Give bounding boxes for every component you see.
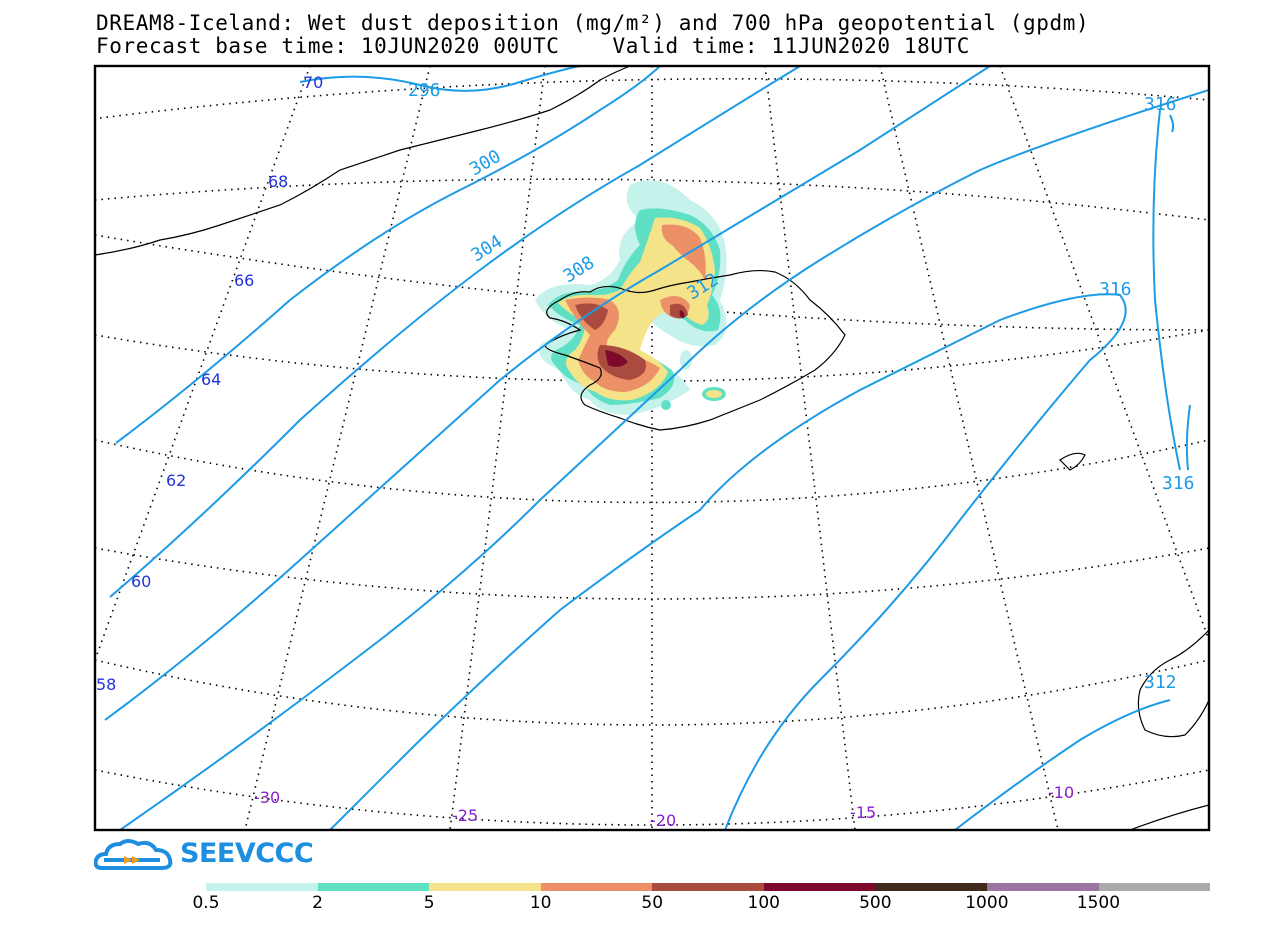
longitude-label: -15 <box>850 803 876 822</box>
latitude-label: 64 <box>201 370 221 389</box>
map-frame <box>93 64 1211 832</box>
dust-deposition-shading <box>535 180 727 415</box>
contour-312 <box>119 89 1209 830</box>
longitude-labels: -30 -25 -20 -15 -10 <box>254 783 1074 830</box>
legend-label: 1500 <box>1076 893 1121 913</box>
map-title: DREAM8-Iceland: Wet dust deposition (mg/… <box>96 11 1090 35</box>
latitude-label: 60 <box>131 572 151 591</box>
map-subtitle: Forecast base time: 10JUN2020 00UTC Vali… <box>96 34 971 58</box>
greenland-coastline <box>95 66 631 256</box>
legend-color-segment <box>317 883 430 891</box>
legend-color-segment <box>763 883 876 891</box>
latitude-label: 70 <box>303 73 323 92</box>
legend-label: 10 <box>529 893 552 913</box>
legend-color-segment <box>652 883 764 891</box>
faroe-coastline <box>1059 452 1086 471</box>
contour-label: 312 <box>1144 672 1177 693</box>
legend-label: 1000 <box>965 893 1009 913</box>
legend-label: 50 <box>641 893 664 913</box>
color-legend <box>206 883 1211 891</box>
contour-label: 316 <box>1144 94 1177 115</box>
legend-label: 2 <box>312 893 323 913</box>
contour-300 <box>115 66 661 444</box>
legend-color-segment <box>429 883 541 891</box>
legend-color-segment <box>540 883 653 891</box>
legend-color-segment <box>206 883 318 891</box>
legend-color-segment <box>875 883 987 891</box>
contour-316a <box>329 293 1127 830</box>
legend-label: 100 <box>747 893 780 913</box>
legend-label: 5 <box>423 893 435 913</box>
latitude-label: 66 <box>234 271 254 290</box>
contour-label: 304 <box>468 231 507 266</box>
contour-label: 308 <box>560 252 599 287</box>
coastline <box>95 66 1209 830</box>
iceland-coastline <box>544 269 846 431</box>
longitude-label: -10 <box>1048 783 1074 802</box>
legend-label: 0.5 <box>192 893 220 913</box>
contour-316e <box>1185 404 1191 471</box>
longitude-gridlines <box>95 66 1209 830</box>
contour-308 <box>104 66 991 721</box>
longitude-label: -20 <box>650 811 676 830</box>
seevccc-logo: SEEVCCC <box>93 836 314 874</box>
legend-labels: 0.5 2 5 10 50 100 500 1000 1500 <box>0 893 1276 917</box>
longitude-label: -30 <box>254 788 280 807</box>
contour-316c <box>1152 109 1181 471</box>
legend-color-segment <box>986 883 1099 891</box>
longitude-label: -25 <box>452 806 478 825</box>
contour-316d <box>1169 114 1175 133</box>
legend-color-segment <box>1098 883 1211 891</box>
contour-label: 296 <box>408 80 441 101</box>
latitude-label: 68 <box>268 172 288 191</box>
contour-304 <box>109 66 801 598</box>
cloud-logo-icon <box>93 839 173 870</box>
logo-text: SEEVCCC <box>180 838 314 869</box>
contour-label: 316 <box>1162 473 1195 494</box>
latitude-label: 58 <box>96 675 116 694</box>
contour-296 <box>299 66 581 92</box>
contour-label: 316 <box>1099 279 1132 300</box>
latitude-label: 62 <box>166 471 186 490</box>
latitude-labels: 70 68 66 64 62 60 58 <box>96 73 323 694</box>
contour-label: 300 <box>466 146 505 180</box>
contour-316b <box>954 699 1171 830</box>
legend-label: 500 <box>859 893 892 913</box>
geopotential-contours <box>104 66 1209 830</box>
contour-label-group: 296 300 304 308 312 316 316 316 312 <box>408 80 1195 693</box>
